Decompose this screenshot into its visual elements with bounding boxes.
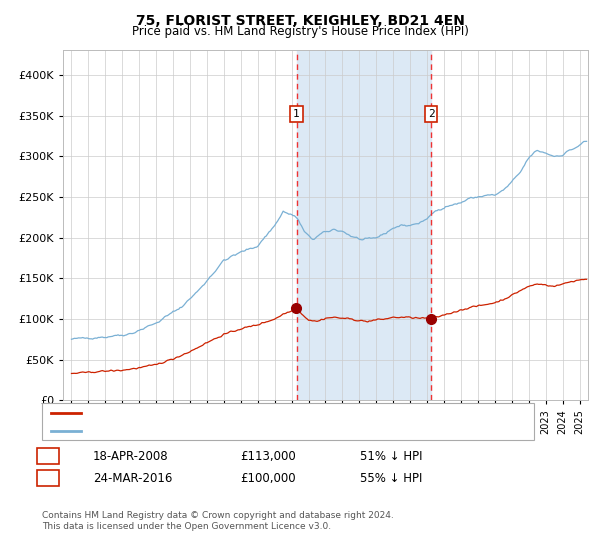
Text: 75, FLORIST STREET, KEIGHLEY, BD21 4EN (detached house): 75, FLORIST STREET, KEIGHLEY, BD21 4EN (… — [87, 408, 427, 418]
Text: 18-APR-2008: 18-APR-2008 — [93, 450, 169, 463]
Text: Price paid vs. HM Land Registry's House Price Index (HPI): Price paid vs. HM Land Registry's House … — [131, 25, 469, 38]
Text: £113,000: £113,000 — [240, 450, 296, 463]
Bar — [296, 50, 431, 400]
Text: 55% ↓ HPI: 55% ↓ HPI — [360, 472, 422, 486]
Text: 2: 2 — [428, 109, 434, 119]
Text: 2: 2 — [44, 474, 52, 484]
Text: 1: 1 — [44, 451, 52, 461]
Text: 75, FLORIST STREET, KEIGHLEY, BD21 4EN: 75, FLORIST STREET, KEIGHLEY, BD21 4EN — [136, 14, 464, 28]
Text: Contains HM Land Registry data © Crown copyright and database right 2024.: Contains HM Land Registry data © Crown c… — [42, 511, 394, 520]
Text: This data is licensed under the Open Government Licence v3.0.: This data is licensed under the Open Gov… — [42, 522, 331, 531]
Text: £100,000: £100,000 — [240, 472, 296, 486]
Text: 24-MAR-2016: 24-MAR-2016 — [93, 472, 172, 486]
Text: HPI: Average price, detached house, Bradford: HPI: Average price, detached house, Brad… — [87, 426, 342, 436]
Text: 1: 1 — [293, 109, 300, 119]
Text: 51% ↓ HPI: 51% ↓ HPI — [360, 450, 422, 463]
